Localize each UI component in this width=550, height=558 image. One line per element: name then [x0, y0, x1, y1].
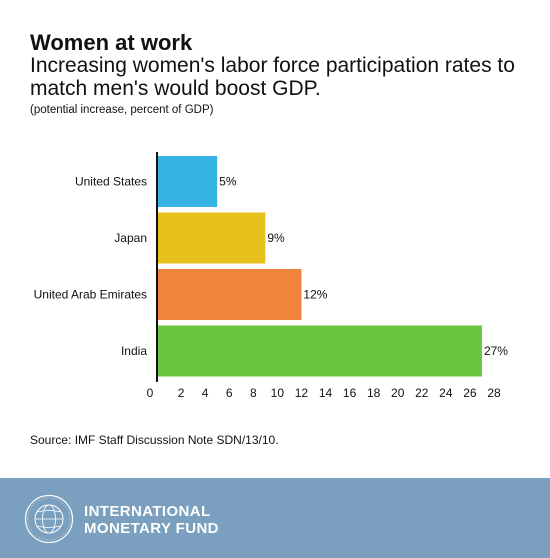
x-tick-label: 24 — [439, 386, 453, 400]
bar-chart: United States 5% Japan 9% United Arab Emirat… — [34, 152, 508, 400]
chart-subtitle: Increasing women's labor force participa… — [30, 54, 515, 100]
chart-note: (potential increase, percent of GDP) — [30, 104, 214, 116]
x-tick-label: 2 — [178, 386, 185, 400]
x-tick-label: 4 — [202, 386, 209, 400]
org-name-line2: MONETARY FUND — [84, 520, 219, 537]
category-label: Japan — [114, 231, 147, 245]
data-label: 5% — [219, 175, 237, 189]
x-tick-label: 18 — [367, 386, 381, 400]
data-label: 27% — [484, 344, 508, 358]
x-tick-label: 6 — [226, 386, 233, 400]
data-label: 12% — [303, 288, 327, 302]
source-note: Source: IMF Staff Discussion Note SDN/13… — [30, 433, 279, 447]
x-tick-label: 0 — [147, 386, 154, 400]
x-tick-label: 26 — [463, 386, 477, 400]
category-label: United Arab Emirates — [34, 288, 147, 302]
x-tick-label: 22 — [415, 386, 429, 400]
bar — [157, 156, 218, 207]
org-name-line1: INTERNATIONAL — [84, 503, 211, 520]
bar — [157, 269, 302, 320]
x-tick-label: 20 — [391, 386, 405, 400]
chart-title: Women at work — [30, 30, 193, 55]
imf-wordmark: INTERNATIONAL MONETARY FUND — [84, 503, 219, 537]
bar — [157, 212, 266, 264]
x-tick-label: 10 — [271, 386, 285, 400]
data-label: 9% — [267, 231, 285, 245]
x-tick-label: 8 — [250, 386, 257, 400]
x-tick-label: 28 — [487, 386, 501, 400]
imf-seal-icon — [24, 494, 74, 544]
x-tick-label: 14 — [319, 386, 333, 400]
x-tick-label: 12 — [295, 386, 309, 400]
x-tick-label: 16 — [343, 386, 357, 400]
category-label: India — [121, 344, 147, 358]
footer-banner: INTERNATIONAL MONETARY FUND — [0, 478, 550, 558]
category-label: United States — [75, 175, 147, 189]
bar — [157, 325, 482, 377]
